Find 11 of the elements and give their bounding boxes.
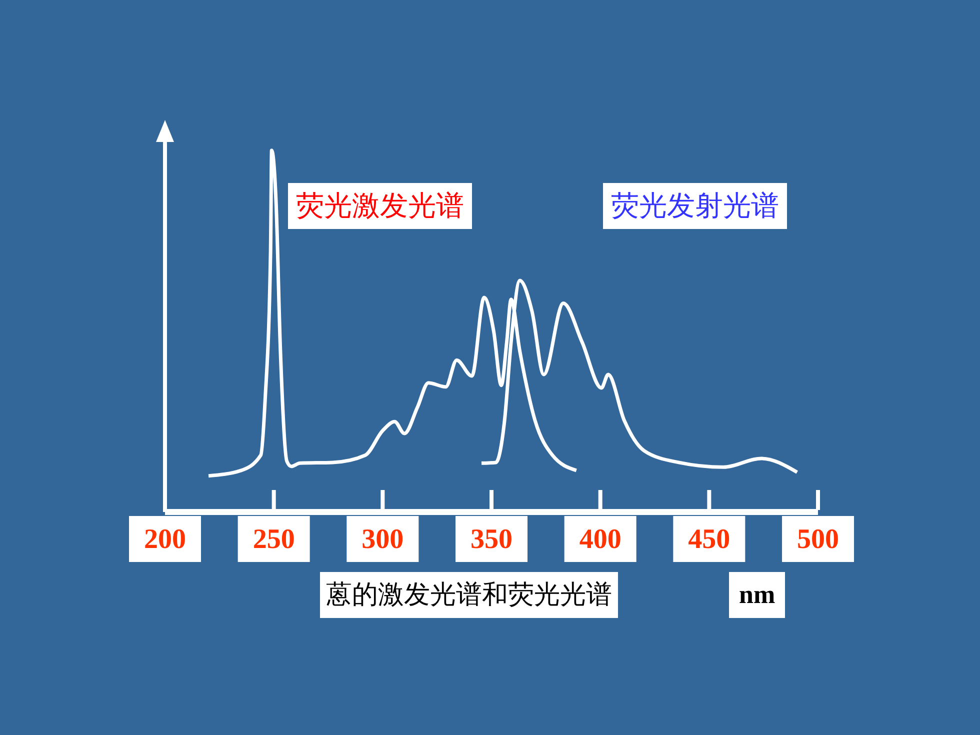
x-tick-label: 350 — [470, 524, 512, 555]
x-tick-label: 300 — [362, 524, 404, 555]
series-label: 荧光激发光谱 — [288, 183, 472, 229]
text: nm — [729, 572, 786, 618]
x-tick-label: 250 — [252, 524, 295, 555]
x-axis-title: 蒽的激发光谱和荧光光谱 — [320, 572, 618, 618]
x-tick-label: 500 — [797, 524, 839, 555]
x-tick-label: 400 — [579, 524, 622, 555]
x-tick-label: 200 — [144, 524, 186, 555]
x-tick-label: 450 — [688, 524, 730, 555]
text: 荧光发射光谱 — [603, 183, 787, 229]
